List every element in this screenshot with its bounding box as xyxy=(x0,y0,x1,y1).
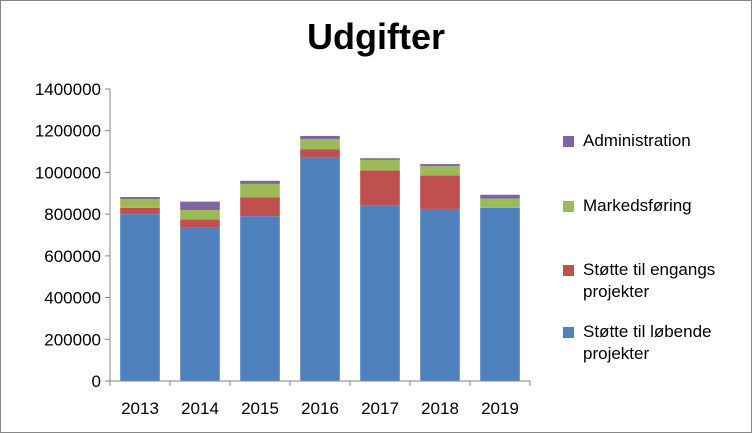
bar-segment-2014-series-3 xyxy=(180,201,220,210)
bar-segment-2013-series-3 xyxy=(120,197,160,200)
x-tick-label: 2019 xyxy=(481,399,519,418)
bar-segment-2013-series-1 xyxy=(120,207,160,215)
bar-segment-2016-series-2 xyxy=(300,139,340,150)
y-tick-label: 1200000 xyxy=(35,122,101,141)
legend-label-lobende: Støtte til løbende projekter xyxy=(583,322,712,363)
bar-segment-2017-series-1 xyxy=(360,170,400,206)
legend-swatch-lobende xyxy=(563,327,574,338)
y-tick-label: 400000 xyxy=(44,289,101,308)
legend-item-markedsforing: Markedsføring xyxy=(563,195,743,217)
bar-segment-2016-series-1 xyxy=(300,149,340,158)
x-tick-label: 2015 xyxy=(241,399,279,418)
bar-segment-2015-series-3 xyxy=(240,180,280,184)
legend-label-engangs: Støtte til engangs projekter xyxy=(583,260,716,301)
x-tick-label: 2018 xyxy=(421,399,459,418)
bar-segment-2015-series-0 xyxy=(240,216,280,381)
bar-segment-2014-series-0 xyxy=(180,227,220,381)
legend-swatch-markedsforing xyxy=(563,201,574,212)
x-tick-label: 2014 xyxy=(181,399,219,418)
legend-swatch-administration xyxy=(563,136,574,147)
chart-title: Udgifter xyxy=(307,16,445,57)
x-tick-label: 2013 xyxy=(121,399,159,418)
legend-swatch-engangs xyxy=(563,265,574,276)
y-tick-label: 200000 xyxy=(44,330,101,349)
bar-segment-2018-series-0 xyxy=(420,208,460,381)
bar-segment-2018-series-1 xyxy=(420,175,460,209)
bar-segment-2014-series-1 xyxy=(180,219,220,228)
y-axis: 0 200000 400000 600000 800000 1000000 1200000 1… xyxy=(35,80,111,391)
x-tick-label: 2017 xyxy=(361,399,399,418)
bar-segment-2013-series-0 xyxy=(120,214,160,381)
bar-segment-2017-series-2 xyxy=(360,159,400,171)
bar-segment-2017-series-3 xyxy=(360,158,400,160)
bar-segment-2014-series-2 xyxy=(180,209,220,220)
bar-segment-2016-series-0 xyxy=(300,157,340,381)
y-tick-label: 1400000 xyxy=(35,80,101,99)
y-tick-label: 600000 xyxy=(44,247,101,266)
bar-segment-2019-series-0 xyxy=(480,207,520,381)
legend-item-administration: Administration xyxy=(563,130,743,152)
x-axis: 2013 2014 2015 2016 2017 2018 2019 xyxy=(109,380,531,418)
x-tick-label: 2016 xyxy=(301,399,339,418)
bar-segment-2018-series-2 xyxy=(420,166,460,176)
bars-group xyxy=(120,135,520,381)
bar-segment-2018-series-3 xyxy=(420,164,460,167)
bar-segment-2019-series-2 xyxy=(480,198,520,208)
bar-segment-2019-series-3 xyxy=(480,194,520,199)
y-tick-label: 1000000 xyxy=(35,163,101,182)
legend-label-administration: Administration xyxy=(583,131,691,150)
y-tick-label: 0 xyxy=(92,372,101,391)
bar-segment-2015-series-1 xyxy=(240,197,280,217)
legend-label-markedsforing: Markedsføring xyxy=(583,196,692,215)
bar-segment-2015-series-2 xyxy=(240,183,280,198)
bar-segment-2016-series-3 xyxy=(300,135,340,140)
legend-item-lobende: Støtte til løbende projekter xyxy=(563,321,743,365)
legend-item-engangs: Støtte til engangs projekter xyxy=(563,259,743,303)
bar-segment-2013-series-2 xyxy=(120,199,160,208)
legend: Administration Markedsføring Støtte til … xyxy=(563,0,748,433)
y-tick-label: 800000 xyxy=(44,205,101,224)
bar-segment-2017-series-0 xyxy=(360,205,400,381)
